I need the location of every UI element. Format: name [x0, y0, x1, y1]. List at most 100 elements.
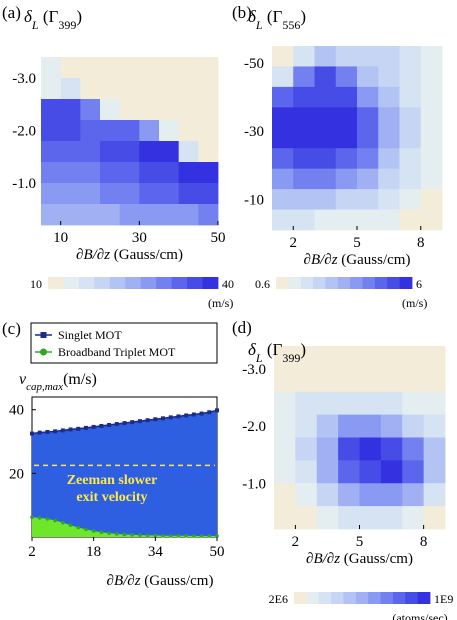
colorbar-unit-label: (atoms/sec) [392, 611, 447, 620]
heatmap-cell [402, 368, 425, 393]
heatmap-cell [316, 483, 339, 507]
heatmap-cell [272, 46, 294, 67]
heatmap-cell [274, 460, 296, 484]
x-tick-label: 10 [53, 230, 68, 246]
triplet-marker [153, 533, 158, 538]
singlet-marker [176, 414, 181, 419]
heatmap-cell [139, 99, 160, 121]
heatmap-cell [380, 368, 403, 393]
panel-label: (a) [2, 3, 21, 22]
heatmap-cell [338, 414, 360, 438]
triplet-marker [107, 531, 111, 535]
heatmap-cell [316, 346, 339, 370]
heatmap-cell [293, 46, 315, 67]
colorbar-swatch [276, 277, 289, 289]
triplet-marker [192, 534, 196, 538]
triplet-marker [91, 529, 96, 533]
annotation-line-2: exit velocity [76, 490, 147, 505]
heatmap-cell [378, 209, 400, 231]
heatmap-cell [316, 391, 339, 416]
heatmap-panel-a: (a) δL (Γ399) 10 30 50 -3.0 -2.0 -1.0 ∂B/∂z (Gau… [2, 3, 234, 310]
heatmap-cell [295, 506, 318, 530]
colorbar-swatch [294, 592, 307, 604]
heatmap-cell [338, 506, 360, 530]
heatmap-cell [159, 204, 180, 226]
heatmap-cell [100, 141, 121, 163]
heatmap-cell [357, 107, 379, 129]
heatmap-cell [100, 57, 121, 79]
heatmap-cell [274, 391, 296, 416]
heatmap-cell [420, 127, 443, 149]
heatmap-cell [357, 86, 379, 108]
heatmap-cell [178, 204, 199, 226]
heatmap-cell [119, 141, 140, 163]
singlet-marker [99, 423, 104, 428]
heatmap-cell [139, 183, 160, 205]
heatmap-cell [420, 46, 443, 67]
colorbar-unit-label: (m/s) [402, 296, 427, 310]
heatmap-cell [423, 483, 446, 507]
singlet-marker [91, 424, 96, 429]
panel-label: (b) [232, 3, 252, 22]
heatmap-cell [357, 148, 379, 170]
heatmap-cell [272, 168, 294, 190]
heatmap-cell [338, 391, 360, 416]
heatmap-cell [357, 209, 379, 231]
heatmap-cell [80, 120, 101, 142]
heatmap-cell [139, 120, 160, 142]
heatmap-cell [338, 483, 360, 507]
heatmap-cell [316, 437, 339, 461]
heatmap-cell [380, 437, 403, 461]
heatmap-cell [119, 204, 140, 226]
x-tick-label: 2 [292, 534, 300, 550]
heatmap-cell [80, 99, 101, 121]
y-axis-label: δL (Γ556) [248, 7, 306, 32]
heatmap-cell [178, 120, 199, 142]
heatmap-cell [314, 168, 337, 190]
heatmap-cell [314, 148, 337, 170]
x-tick-label: 18 [86, 544, 101, 560]
heatmap-cell [380, 483, 403, 507]
heatmap-cell [420, 107, 443, 129]
heatmap-cell [293, 148, 315, 170]
x-axis-label: ∂B/∂z (Gauss/cm) [304, 252, 411, 268]
heatmap-cell [60, 141, 81, 163]
colorbar-swatch [140, 277, 157, 289]
legend-label-triplet: Broadband Triplet MOT [58, 345, 176, 359]
heatmap-cell [272, 209, 294, 231]
heatmap-cell [100, 183, 121, 205]
heatmap-panel-b: (b)δL (Γ556) 2 5 8 -50 -30 -10 ∂B/∂z (Gauss/cm)… [232, 3, 443, 310]
heatmap-cell [178, 57, 199, 79]
y-tick-label: -2.0 [242, 419, 266, 435]
singlet-marker [60, 428, 65, 433]
heatmap-cell [357, 189, 379, 210]
heatmap-cell [423, 414, 446, 438]
legend-label-singlet: Singlet MOT [58, 328, 122, 342]
triplet-marker [145, 533, 150, 538]
heatmap-cell [316, 368, 339, 393]
heatmap-cell [272, 86, 294, 108]
heatmap-cell [357, 46, 379, 67]
heatmap-cell [272, 66, 294, 88]
triplet-marker [199, 534, 204, 538]
singlet-marker [30, 431, 34, 436]
heatmap-cell [139, 204, 160, 226]
triplet-marker [84, 527, 88, 532]
colorbar-swatch [318, 592, 332, 604]
heatmap-cell [41, 162, 62, 184]
heatmap-cell [380, 506, 403, 530]
heatmap-cell [60, 57, 81, 79]
heatmap-cell [295, 414, 318, 438]
heatmap-cell [159, 78, 180, 100]
heatmap-cell [359, 368, 382, 393]
heatmap-cell [159, 183, 180, 205]
colorbar-swatch [187, 277, 203, 289]
x-tick-label: 34 [148, 544, 164, 560]
heatmap-cell [357, 66, 379, 88]
singlet-marker [207, 410, 212, 415]
heatmap-cell [314, 86, 337, 108]
heatmap-cell [335, 107, 358, 129]
heatmap-cell [139, 141, 160, 163]
x-tick-label: 2 [28, 544, 36, 560]
heatmap-cell [338, 460, 360, 484]
